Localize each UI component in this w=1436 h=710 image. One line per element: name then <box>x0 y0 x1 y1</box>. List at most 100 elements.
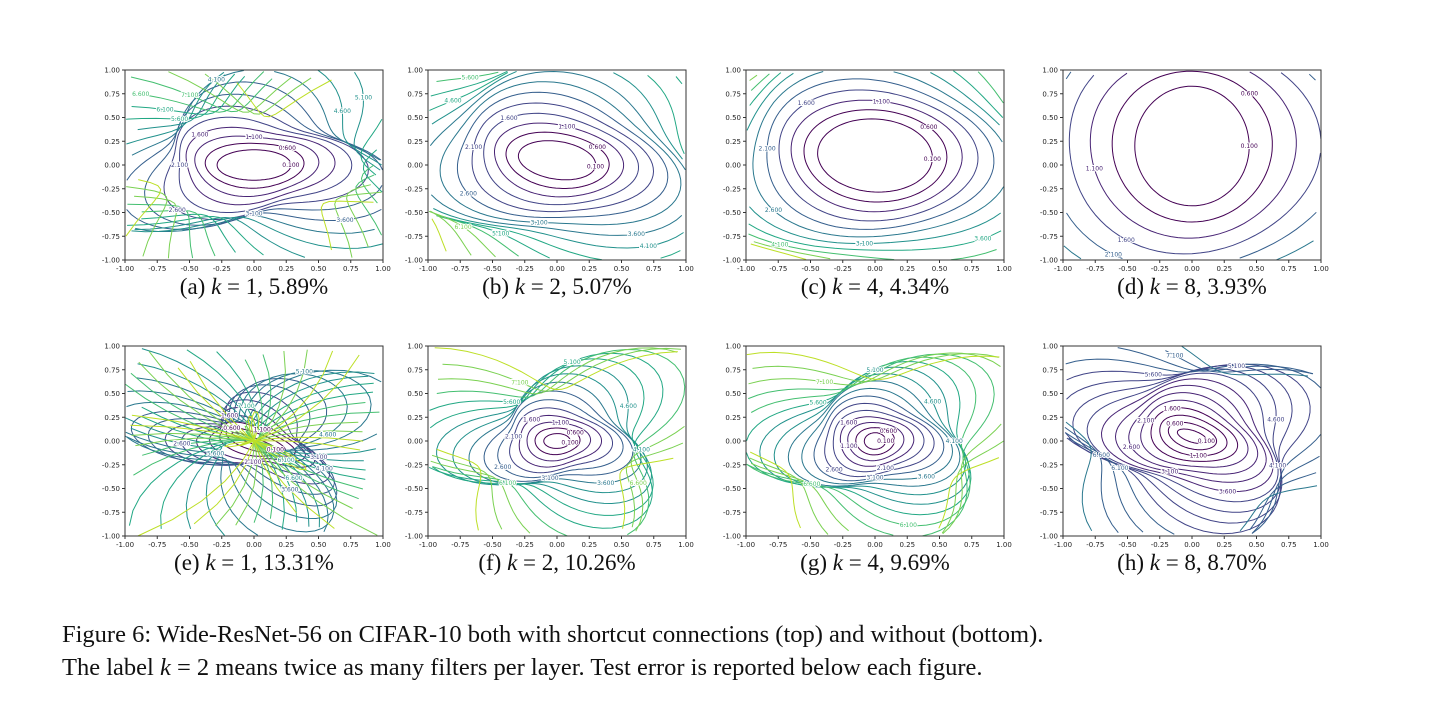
contour-line <box>1140 399 1249 468</box>
contour-line <box>1111 70 1273 223</box>
contour-line <box>801 387 954 485</box>
y-tick-label: -0.25 <box>102 185 120 193</box>
x-tick-label: -0.50 <box>801 265 819 273</box>
contour-line <box>131 354 361 537</box>
y-tick-label: 1.00 <box>1042 343 1058 351</box>
contour-label: 4.100 <box>633 447 650 454</box>
x-tick-label: 1.00 <box>678 541 694 549</box>
k-symbol: k <box>514 274 525 299</box>
contour-label: 1.100 <box>1086 166 1103 173</box>
contour-line <box>752 71 1005 238</box>
y-tick-label: 1.00 <box>407 343 423 351</box>
contour-label: 0.600 <box>1166 420 1183 427</box>
x-tick-label: 0.25 <box>899 265 915 273</box>
contour-line <box>1176 428 1208 444</box>
y-tick-label: -0.50 <box>405 209 423 217</box>
contour-label: 5.600 <box>171 116 188 123</box>
x-tick-label: -0.75 <box>451 541 469 549</box>
contour-plot-f: 0.100 0.600 1.100 1.600 2.100 2.600 3.100 3.600… <box>405 343 694 550</box>
x-tick-label: 0.50 <box>311 265 327 273</box>
contour-label: 3.600 <box>1219 488 1236 495</box>
contour-label: 1.100 <box>1190 453 1207 460</box>
contour-label: 4.600 <box>444 98 461 105</box>
x-tick-label: -1.00 <box>737 541 755 549</box>
y-tick-label: -1.00 <box>405 533 423 541</box>
y-tick-label: -0.50 <box>723 209 741 217</box>
contour-plot-g: 0.100 0.600 1.100 1.600 2.100 2.600 3.100 3.600… <box>723 343 1012 550</box>
y-tick-label: -0.25 <box>723 185 741 193</box>
y-tick-label: -0.75 <box>405 509 423 517</box>
y-tick-label: 0.50 <box>104 390 120 398</box>
y-tick-label: -0.75 <box>1040 509 1058 517</box>
contour-line <box>483 112 640 206</box>
y-tick-label: 0.25 <box>104 138 120 146</box>
contour-line <box>1134 85 1250 207</box>
y-tick-label: 0.25 <box>1042 138 1058 146</box>
x-tick-label: -0.75 <box>769 541 787 549</box>
contour-label: 1.600 <box>1118 237 1135 244</box>
y-tick-label: -0.75 <box>723 509 741 517</box>
y-tick-label: 1.00 <box>725 67 741 75</box>
contour-line <box>1100 378 1274 493</box>
contour-plot-b: 0.100 0.600 1.100 1.600 2.100 2.600 3.100 3.600… <box>405 67 694 274</box>
contour-label: 6.600 <box>803 481 820 488</box>
contour-label: 1.600 <box>500 115 517 122</box>
contour-line <box>1089 71 1297 239</box>
x-tick-label: -0.25 <box>516 541 534 549</box>
contour-label: 1.600 <box>221 413 238 420</box>
contour-line <box>748 71 1004 261</box>
contour-line <box>832 409 925 473</box>
k-value-error: = 1, 13.31% <box>215 550 334 575</box>
contour-plot-a: 0.100 0.600 1.100 1.600 2.100 2.600 3.100 3.600… <box>102 67 391 274</box>
contour-line <box>468 381 642 485</box>
x-tick-label: 0.50 <box>1249 541 1265 549</box>
x-tick-label: -0.75 <box>1086 265 1104 273</box>
y-tick-label: 0.00 <box>104 162 120 170</box>
y-tick-label: 1.00 <box>1042 67 1058 75</box>
contour-label: 4.600 <box>319 431 336 438</box>
contour-label: 4.100 <box>1269 463 1286 470</box>
contour-label: 1.100 <box>245 134 262 141</box>
x-tick-label: -0.25 <box>213 541 231 549</box>
k-symbol: k <box>1149 274 1160 299</box>
x-tick-label: -0.50 <box>483 265 501 273</box>
contour-line <box>534 427 581 456</box>
subfigure-label: (c) <box>800 274 833 299</box>
contour-label: 6.600 <box>132 91 149 98</box>
y-tick-label: -0.25 <box>723 461 741 469</box>
contour-line <box>746 356 977 527</box>
y-tick-label: -1.00 <box>102 257 120 265</box>
contour-label: 2.100 <box>1137 417 1154 424</box>
x-tick-label: 1.00 <box>996 541 1012 549</box>
contour-line <box>1159 414 1228 457</box>
contour-line <box>1065 71 1317 260</box>
contour-line <box>746 351 1000 529</box>
y-tick-label: 0.75 <box>104 90 120 98</box>
contour-label: 7.100 <box>816 379 833 386</box>
contour-label: 1.600 <box>1164 405 1181 412</box>
contour-line <box>803 109 948 203</box>
contour-label: 4.600 <box>1267 417 1284 424</box>
y-tick-label: 0.25 <box>725 138 741 146</box>
x-tick-label: -1.00 <box>116 265 134 273</box>
contour-line <box>431 70 684 249</box>
contour-line <box>216 149 292 181</box>
y-tick-label: 0.00 <box>1042 162 1058 170</box>
contour-label: 6.100 <box>1111 465 1128 472</box>
y-tick-label: -0.50 <box>1040 209 1058 217</box>
contour-label: 3.100 <box>310 454 327 461</box>
contour-line <box>759 366 970 505</box>
contour-line <box>430 347 685 534</box>
y-tick-label: 1.00 <box>104 343 120 351</box>
contour-label: 7.100 <box>511 379 528 386</box>
subfigure-label: (e) <box>174 550 206 575</box>
x-tick-label: -0.25 <box>1151 265 1169 273</box>
contour-line <box>1086 372 1279 503</box>
contour-label: 5.600 <box>462 74 479 81</box>
contour-line <box>431 218 447 252</box>
x-tick-label: -0.50 <box>180 541 198 549</box>
x-tick-label: -0.75 <box>769 265 787 273</box>
contour-label: 3.100 <box>866 475 883 482</box>
subfigure-caption: (h) k = 8, 8.70% <box>1117 550 1267 576</box>
y-tick-label: 0.75 <box>725 366 741 374</box>
